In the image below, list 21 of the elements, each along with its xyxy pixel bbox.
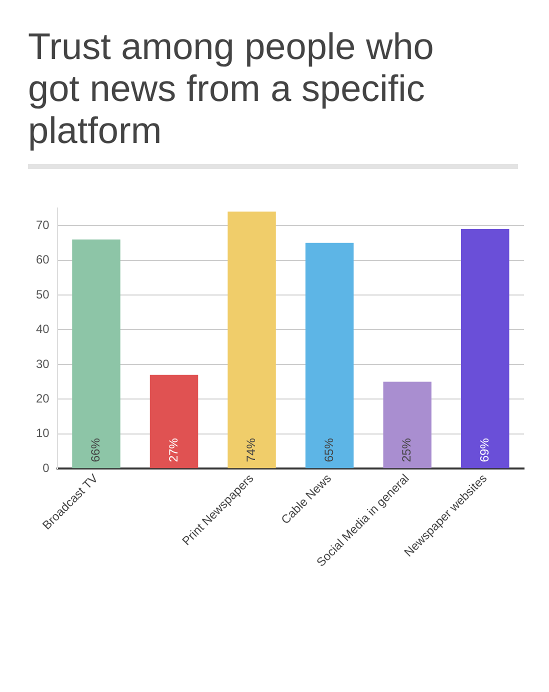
bar <box>383 382 432 468</box>
y-tick-label: 30 <box>36 356 50 371</box>
y-tick-label: 70 <box>36 218 50 232</box>
y-tick-label: 40 <box>36 322 50 336</box>
data-label: 25% <box>400 438 414 462</box>
y-tick-label: 10 <box>36 426 50 440</box>
bar <box>228 212 276 468</box>
y-tick-label: 50 <box>36 287 50 302</box>
y-tick-label: 20 <box>36 391 50 406</box>
bar <box>461 229 510 468</box>
bar <box>305 242 354 468</box>
y-tick-label: 60 <box>36 252 50 267</box>
data-label: 74% <box>244 438 258 462</box>
bar <box>72 239 120 468</box>
data-label: 27% <box>166 438 180 462</box>
bar <box>150 374 198 468</box>
chart-title: Trust among people who got news from a specific platform <box>28 26 435 152</box>
data-label: 66% <box>88 438 103 462</box>
y-tick-label: 0 <box>42 460 50 475</box>
data-label: 65% <box>322 438 336 462</box>
data-label: 69% <box>477 438 492 462</box>
